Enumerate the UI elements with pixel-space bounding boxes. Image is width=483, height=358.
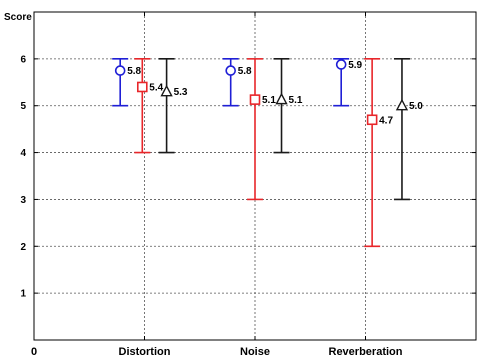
mean-marker-triangle bbox=[395, 98, 409, 111]
mean-marker-circle bbox=[335, 59, 347, 70]
x-category-label: Distortion bbox=[119, 346, 171, 358]
y-tick-label: 6 bbox=[20, 54, 26, 65]
y-tick-label: 2 bbox=[20, 242, 26, 253]
mean-marker-triangle bbox=[275, 92, 288, 105]
mean-marker-circle bbox=[225, 65, 236, 76]
y-tick-label: 3 bbox=[20, 195, 26, 206]
x-category-label: Noise bbox=[240, 346, 270, 358]
mean-marker-square bbox=[366, 114, 378, 126]
y-axis-label: Score bbox=[4, 12, 32, 23]
mean-marker-triangle bbox=[160, 84, 173, 97]
x-origin-tick-label: 0 bbox=[31, 346, 37, 358]
data-series: 5.8 5.8 5.9 5.4 5.1 4.7 5.3 5.1 5.0 bbox=[112, 58, 423, 248]
mean-marker-circle bbox=[114, 65, 126, 76]
data-label: 5.1 bbox=[262, 95, 276, 106]
y-axis-ticks: 1 2 3 4 5 6 bbox=[20, 54, 476, 300]
x-category-label: Reverberation bbox=[329, 346, 403, 358]
y-tick-label: 5 bbox=[20, 101, 26, 112]
data-label: 5.4 bbox=[149, 82, 163, 93]
data-label: 5.3 bbox=[174, 87, 188, 98]
mean-marker-square bbox=[136, 81, 148, 93]
series-triangle: 5.3 5.1 5.0 bbox=[158, 58, 423, 201]
y-tick-label: 1 bbox=[20, 289, 26, 300]
mean-marker-square bbox=[249, 94, 261, 105]
series-square: 5.4 5.1 4.7 bbox=[134, 58, 393, 248]
data-label: 5.9 bbox=[348, 60, 362, 71]
data-label: 4.7 bbox=[379, 115, 393, 126]
data-label: 5.0 bbox=[409, 101, 423, 112]
series-circle: 5.8 5.8 5.9 bbox=[112, 58, 363, 107]
y-tick-label: 4 bbox=[20, 148, 26, 159]
data-label: 5.8 bbox=[238, 66, 252, 77]
data-label: 5.1 bbox=[289, 95, 303, 106]
data-label: 5.8 bbox=[127, 66, 141, 77]
x-axis-ticks: Distortion Noise Reverberation bbox=[119, 12, 477, 358]
